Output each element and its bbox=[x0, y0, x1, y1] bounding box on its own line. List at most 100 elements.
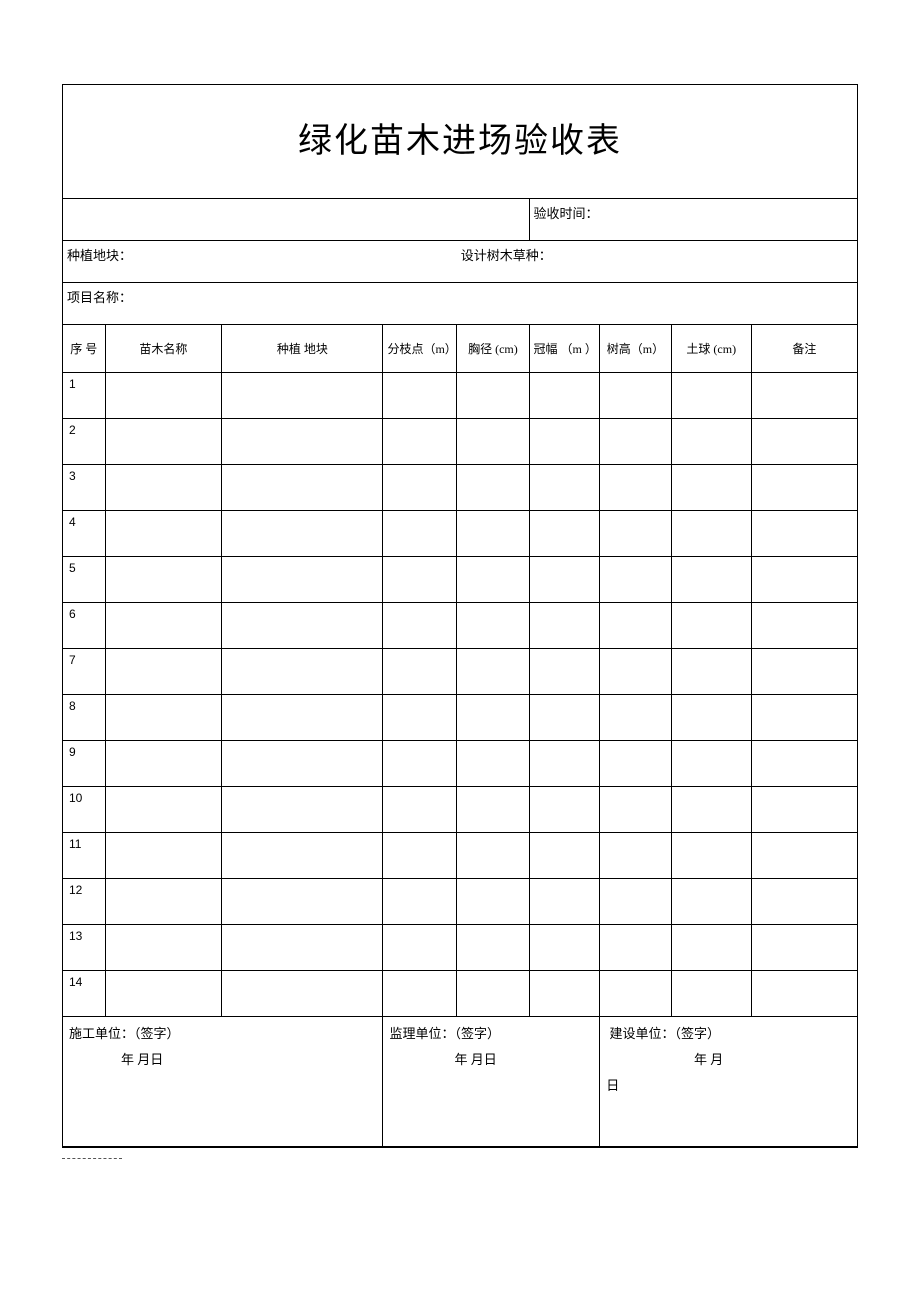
col-seq: 序 号 bbox=[63, 325, 105, 373]
seq-cell: 7 bbox=[63, 649, 105, 695]
cell bbox=[383, 649, 457, 695]
sig-supervision-label: 监理单位：（签字） bbox=[389, 1026, 500, 1041]
table-row: 9 bbox=[63, 741, 857, 787]
cell bbox=[671, 741, 751, 787]
seq-cell: 6 bbox=[63, 603, 105, 649]
cell bbox=[383, 787, 457, 833]
table-row: 13 bbox=[63, 925, 857, 971]
cell bbox=[600, 649, 671, 695]
cell bbox=[529, 879, 600, 925]
page: 绿化苗木进场验收表 验收时间： bbox=[0, 0, 920, 1219]
cell bbox=[751, 419, 857, 465]
cell bbox=[671, 511, 751, 557]
cell bbox=[457, 879, 529, 925]
seq-cell: 3 bbox=[63, 465, 105, 511]
table-row: 14 bbox=[63, 971, 857, 1017]
cell bbox=[383, 695, 457, 741]
cell bbox=[222, 833, 383, 879]
seq-cell: 11 bbox=[63, 833, 105, 879]
seq-cell: 8 bbox=[63, 695, 105, 741]
table-row: 11 bbox=[63, 833, 857, 879]
cell bbox=[671, 787, 751, 833]
cell bbox=[751, 925, 857, 971]
cell bbox=[105, 787, 222, 833]
cell bbox=[529, 603, 600, 649]
cell bbox=[600, 971, 671, 1017]
cell bbox=[457, 971, 529, 1017]
seq-cell: 9 bbox=[63, 741, 105, 787]
design-species-label: 设计树木草种： bbox=[461, 248, 552, 263]
cell bbox=[383, 373, 457, 419]
info-row-time: 验收时间： bbox=[63, 199, 857, 241]
cell bbox=[671, 649, 751, 695]
cell bbox=[600, 695, 671, 741]
table-row: 12 bbox=[63, 879, 857, 925]
cell bbox=[751, 465, 857, 511]
table-header-row: 序 号 苗木名称 种植 地块 分枝点（m） 胸径 (cm) 冠幅 （m ） 树高… bbox=[63, 325, 857, 373]
cell bbox=[600, 925, 671, 971]
cell bbox=[600, 879, 671, 925]
cell bbox=[600, 465, 671, 511]
table-row: 6 bbox=[63, 603, 857, 649]
cell bbox=[751, 373, 857, 419]
footer-dash bbox=[62, 1158, 122, 1159]
cell bbox=[600, 833, 671, 879]
cell bbox=[457, 603, 529, 649]
cell bbox=[751, 879, 857, 925]
sig-owner-label: 建设单位：（签字） bbox=[609, 1026, 720, 1041]
cell bbox=[751, 649, 857, 695]
cell bbox=[222, 557, 383, 603]
cell bbox=[457, 833, 529, 879]
cell bbox=[222, 649, 383, 695]
cell bbox=[383, 971, 457, 1017]
table-row: 2 bbox=[63, 419, 857, 465]
cell bbox=[529, 373, 600, 419]
cell bbox=[105, 971, 222, 1017]
plant-block-label: 种植地块： bbox=[67, 248, 132, 263]
accept-time-cell: 验收时间： bbox=[529, 199, 857, 241]
cell bbox=[529, 511, 600, 557]
table-row: 3 bbox=[63, 465, 857, 511]
sig-construction-date: 年 月日 bbox=[121, 1052, 163, 1067]
cell bbox=[600, 419, 671, 465]
table-row: 8 bbox=[63, 695, 857, 741]
col-dbh: 胸径 (cm) bbox=[457, 325, 529, 373]
cell bbox=[751, 971, 857, 1017]
seq-cell: 5 bbox=[63, 557, 105, 603]
col-name: 苗木名称 bbox=[105, 325, 222, 373]
cell bbox=[222, 695, 383, 741]
cell bbox=[671, 557, 751, 603]
cell bbox=[671, 603, 751, 649]
project-name-cell: 项目名称： bbox=[63, 283, 857, 325]
cell bbox=[222, 373, 383, 419]
seq-cell: 12 bbox=[63, 879, 105, 925]
cell bbox=[105, 649, 222, 695]
cell bbox=[529, 695, 600, 741]
info-row-block: 种植地块： 设计树木草种： bbox=[63, 241, 857, 283]
col-block: 种植 地块 bbox=[222, 325, 383, 373]
cell bbox=[222, 511, 383, 557]
design-species-cell: 设计树木草种： bbox=[457, 241, 857, 283]
cell bbox=[600, 511, 671, 557]
cell bbox=[222, 787, 383, 833]
sig-supervision-date: 年 月日 bbox=[454, 1052, 496, 1067]
cell bbox=[383, 741, 457, 787]
seq-cell: 10 bbox=[63, 787, 105, 833]
cell bbox=[222, 741, 383, 787]
cell bbox=[751, 695, 857, 741]
plant-block-cell: 种植地块： bbox=[63, 241, 457, 283]
cell bbox=[671, 971, 751, 1017]
cell bbox=[105, 465, 222, 511]
cell bbox=[105, 925, 222, 971]
cell bbox=[751, 741, 857, 787]
sig-supervision-cell: 监理单位：（签字） 年 月日 bbox=[383, 1017, 600, 1147]
seq-cell: 13 bbox=[63, 925, 105, 971]
cell bbox=[457, 419, 529, 465]
col-branch: 分枝点（m） bbox=[383, 325, 457, 373]
cell bbox=[671, 695, 751, 741]
info-blank bbox=[63, 199, 529, 241]
cell bbox=[600, 373, 671, 419]
sig-owner-date-a: 年 月 bbox=[694, 1052, 723, 1067]
cell bbox=[222, 971, 383, 1017]
cell bbox=[383, 833, 457, 879]
